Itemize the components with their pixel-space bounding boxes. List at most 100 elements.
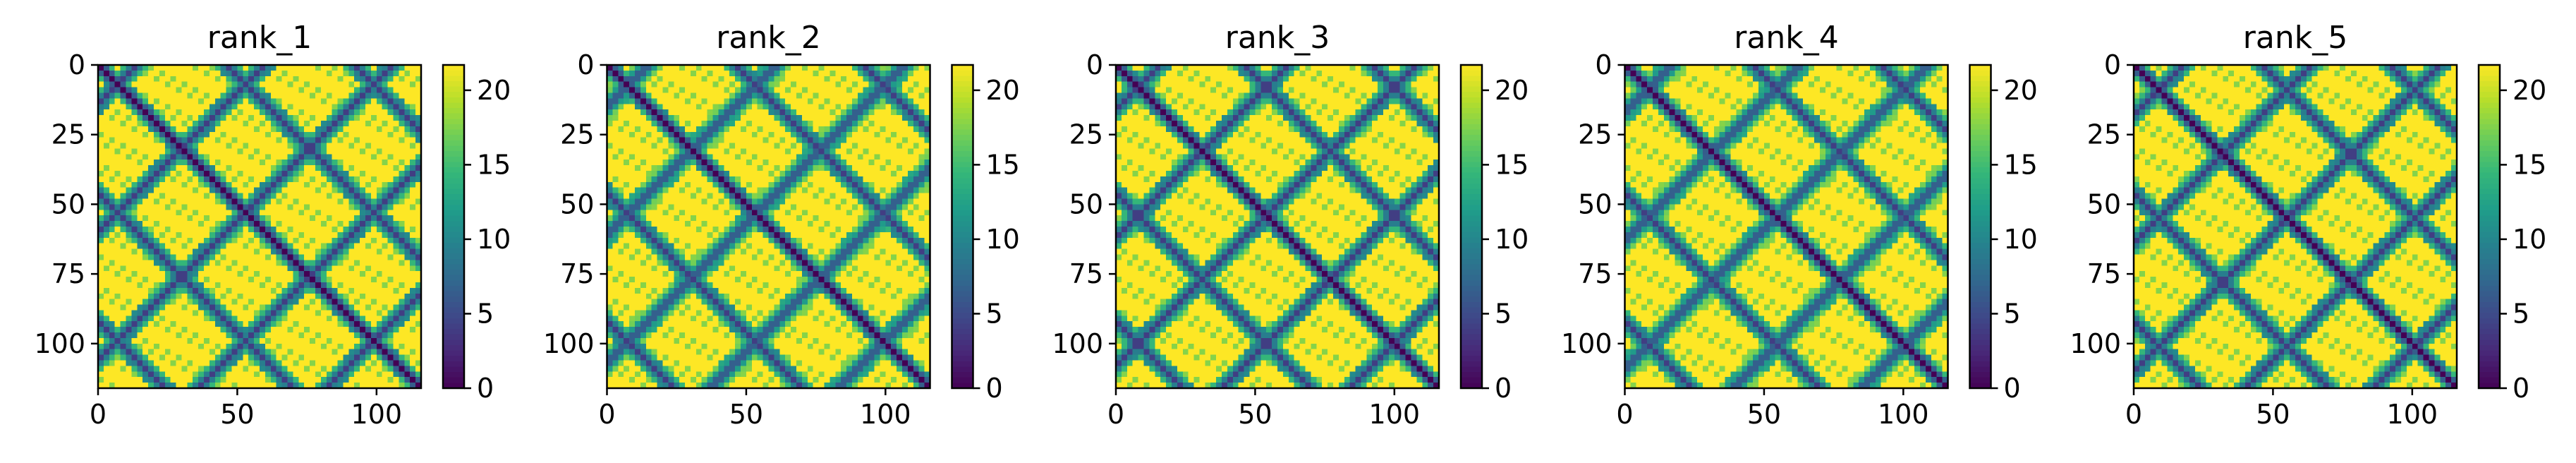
heatmap-cell [148, 377, 154, 383]
heatmap-cell [159, 287, 166, 294]
heatmap-cell [607, 109, 613, 116]
heatmap-cell [618, 65, 624, 71]
heatmap-cell [187, 65, 193, 71]
heatmap-cell [315, 120, 322, 127]
heatmap-cell [148, 181, 154, 188]
heatmap-cell [109, 299, 116, 306]
heatmap-cell [231, 210, 238, 216]
heatmap-cell [131, 310, 138, 316]
heatmap-cell [164, 360, 171, 367]
heatmap-cell [137, 371, 143, 378]
heatmap-cell [885, 104, 892, 110]
heatmap-cell [170, 65, 177, 71]
heatmap-cell [724, 87, 730, 94]
heatmap-cell [237, 277, 243, 283]
heatmap-cell [170, 304, 177, 311]
heatmap-cell [198, 354, 205, 361]
heatmap-cell [332, 282, 339, 289]
heatmap-cell [891, 104, 897, 110]
heatmap-cell [410, 92, 416, 99]
heatmap-cell [612, 171, 619, 177]
heatmap-cell [254, 227, 260, 233]
heatmap-cell [181, 143, 188, 150]
heatmap-cell [785, 154, 791, 160]
heatmap-cell [315, 265, 322, 272]
heatmap-cell [187, 176, 193, 183]
heatmap-cell [365, 360, 372, 367]
heatmap-cell [846, 76, 853, 83]
heatmap-cell [768, 176, 774, 183]
heatmap-cell [404, 143, 411, 150]
heatmap-cell [337, 204, 344, 210]
heatmap-cell [735, 154, 741, 160]
heatmap-cell [265, 193, 272, 200]
heatmap-cell [276, 154, 283, 160]
heatmap-cell [193, 232, 199, 239]
heatmap-cell [310, 248, 316, 255]
heatmap-cell [214, 221, 221, 227]
heatmap-cell [254, 187, 260, 194]
heatmap-cell [387, 315, 394, 322]
heatmap-cell [187, 115, 193, 121]
heatmap-cell [365, 232, 372, 239]
heatmap-cell [774, 81, 780, 88]
heatmap-cell [757, 126, 764, 133]
heatmap-cell [109, 237, 116, 244]
heatmap-cell [774, 104, 780, 110]
heatmap-cell [337, 221, 344, 227]
heatmap-cell [193, 81, 199, 88]
heatmap-cell [629, 176, 636, 183]
heatmap-cell [410, 315, 416, 322]
heatmap-cell [768, 198, 774, 205]
heatmap-cell [181, 76, 188, 83]
heatmap-cell [265, 181, 272, 188]
heatmap-cell [348, 143, 355, 150]
heatmap-cell [209, 282, 216, 289]
heatmap-cell [404, 171, 411, 177]
heatmap-cell [410, 254, 416, 260]
heatmap-cell [612, 65, 619, 71]
heatmap-cell [415, 354, 422, 361]
heatmap-cell [830, 176, 836, 183]
heatmap-cell [198, 92, 205, 99]
heatmap-cell [226, 143, 233, 150]
heatmap-cell [807, 131, 814, 138]
heatmap-cell [276, 315, 283, 322]
heatmap-cell [376, 148, 383, 155]
heatmap-cell [629, 76, 636, 83]
heatmap-cell [701, 171, 708, 177]
heatmap-cell [918, 154, 925, 160]
heatmap-cell [791, 98, 797, 104]
heatmap-cell [231, 383, 238, 389]
heatmap-cell [695, 198, 703, 205]
heatmap-cell [214, 115, 221, 121]
heatmap-cell [310, 321, 316, 327]
heatmap-cell [176, 198, 183, 205]
heatmap-cell [846, 92, 853, 99]
heatmap-cell [120, 187, 127, 194]
heatmap-cell [712, 165, 719, 172]
heatmap-cell [214, 131, 221, 138]
heatmap-cell [791, 104, 797, 110]
heatmap-cell [337, 92, 344, 99]
heatmap-cell [287, 282, 293, 289]
heatmap-cell [634, 109, 641, 116]
heatmap-cell [126, 143, 132, 150]
heatmap-cell [679, 165, 686, 172]
heatmap-cell [857, 187, 864, 194]
heatmap-cell [679, 98, 686, 104]
heatmap-cell [142, 154, 149, 160]
heatmap-cell [880, 176, 886, 183]
heatmap-cell [332, 332, 339, 339]
heatmap-cell [657, 104, 664, 110]
heatmap-cell [198, 104, 205, 110]
heatmap-cell [254, 104, 260, 110]
heatmap-cell [260, 321, 266, 327]
heatmap-cell [226, 65, 233, 71]
heatmap-cell [220, 232, 227, 239]
heatmap-cell [270, 299, 277, 306]
heatmap-cell [298, 337, 305, 344]
heatmap-cell [276, 115, 283, 121]
heatmap-cell [293, 293, 299, 300]
heatmap-cell [226, 254, 233, 260]
